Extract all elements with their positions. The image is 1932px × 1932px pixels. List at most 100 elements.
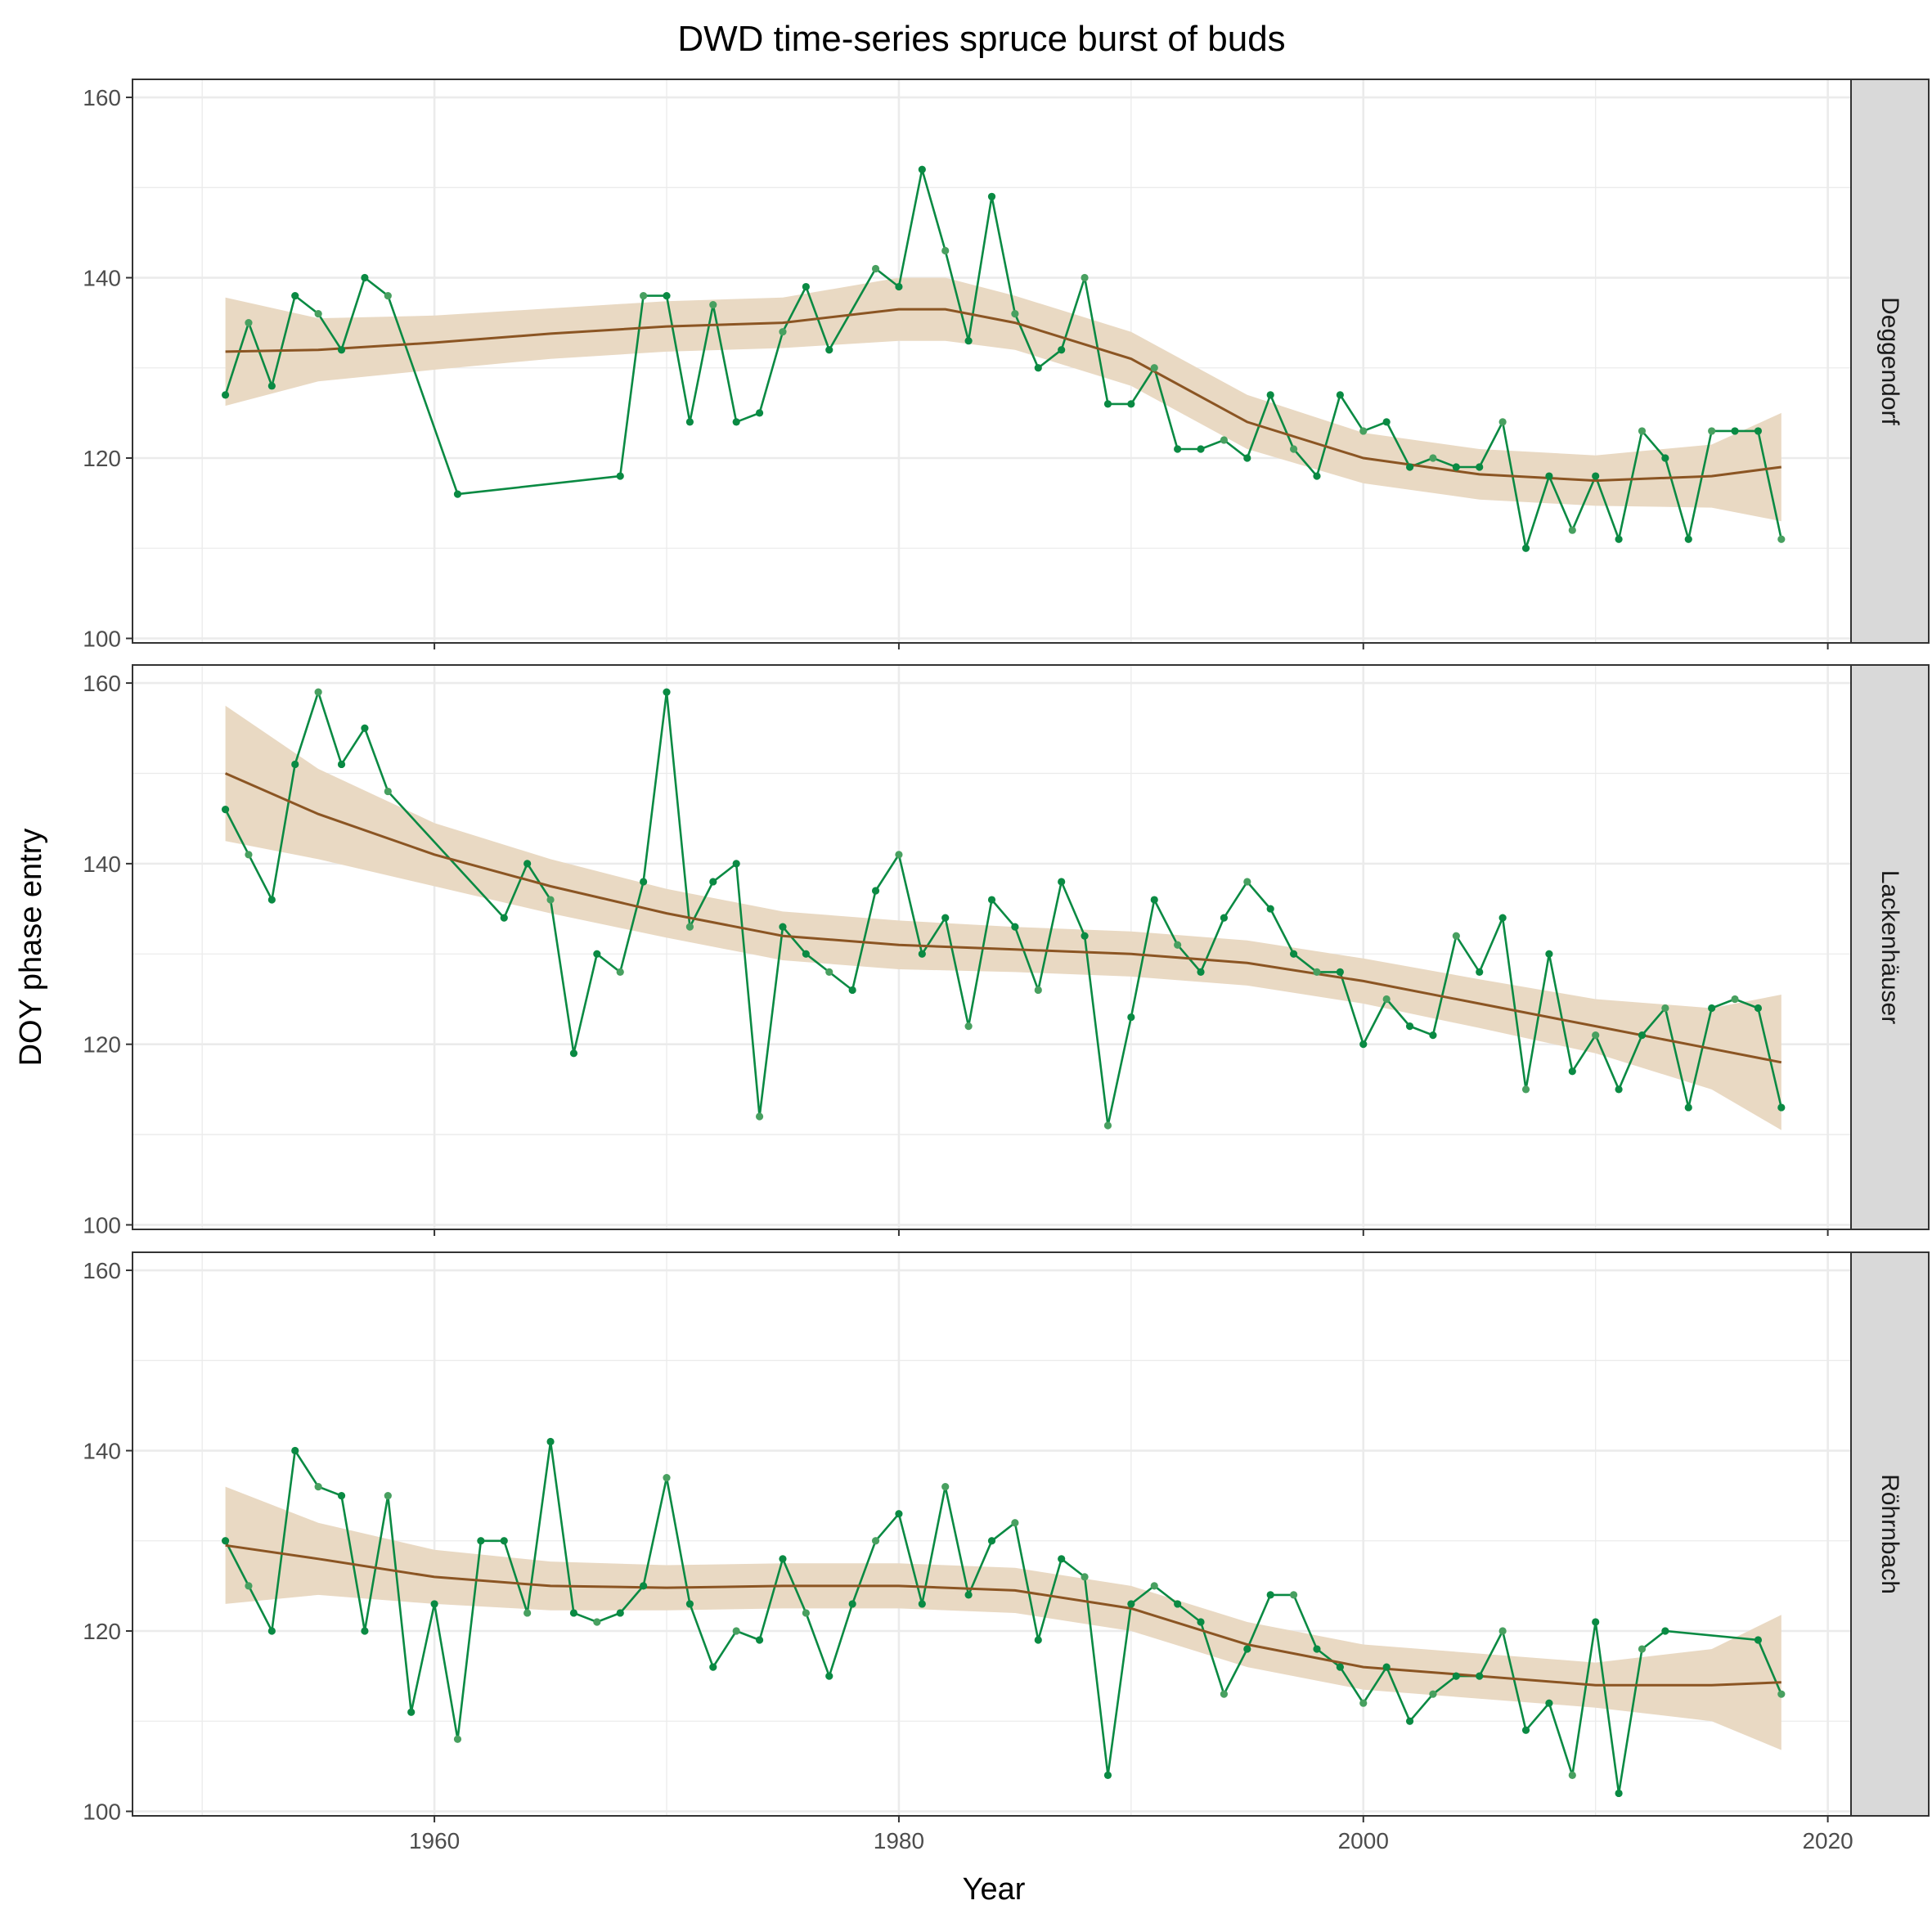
data-point — [1545, 472, 1553, 480]
data-point — [1034, 1636, 1042, 1644]
data-point — [1638, 427, 1647, 435]
data-point — [221, 806, 230, 814]
data-point — [245, 1582, 253, 1590]
data-point — [1405, 1022, 1414, 1031]
data-point — [918, 950, 926, 958]
data-point — [640, 878, 648, 886]
data-point — [1382, 418, 1391, 426]
data-point — [1405, 1717, 1414, 1725]
data-point — [755, 409, 764, 417]
data-point — [1359, 427, 1368, 435]
data-point — [616, 968, 624, 976]
data-point — [685, 418, 694, 426]
data-point — [895, 282, 903, 291]
data-point — [1568, 526, 1576, 534]
facet-strip — [1850, 664, 1930, 1230]
facet-strip-label: Röhrnbach — [1876, 1474, 1903, 1594]
data-point — [337, 760, 346, 769]
data-point — [987, 896, 996, 904]
data-point — [1615, 1789, 1623, 1798]
data-point — [245, 851, 253, 859]
data-point — [732, 860, 740, 868]
data-point — [1266, 1591, 1274, 1599]
data-point — [1058, 346, 1066, 354]
data-point — [1731, 427, 1739, 435]
data-point — [267, 896, 276, 904]
data-point — [987, 192, 996, 200]
data-point — [1336, 391, 1344, 399]
data-point — [546, 1437, 555, 1446]
data-point — [1684, 535, 1692, 543]
facet-strip — [1850, 79, 1930, 644]
data-point — [1452, 463, 1460, 471]
data-point — [1731, 995, 1739, 1004]
smooth-line — [225, 1543, 1781, 1687]
data-point — [1313, 472, 1321, 480]
data-point — [1754, 1004, 1763, 1013]
data-point — [802, 950, 810, 958]
y-tick-label: 140 — [83, 266, 121, 291]
data-point — [941, 1483, 950, 1491]
data-point — [640, 1582, 648, 1590]
data-point — [825, 346, 833, 354]
y-tick-label: 120 — [83, 1619, 121, 1644]
data-point — [1150, 364, 1158, 372]
data-point — [1220, 1690, 1229, 1698]
data-point — [407, 1708, 416, 1716]
smooth-ribbon — [225, 277, 1781, 522]
y-tick-label: 140 — [83, 851, 121, 877]
data-point — [1452, 932, 1460, 940]
data-point — [1103, 1121, 1112, 1130]
data-point — [1081, 1573, 1089, 1581]
data-point — [1289, 1591, 1298, 1599]
data-point — [1777, 1690, 1786, 1698]
data-point — [1289, 445, 1298, 453]
data-point — [1313, 968, 1321, 976]
data-point — [384, 291, 392, 300]
data-point — [1103, 400, 1112, 408]
data-point — [802, 282, 810, 291]
data-point — [1034, 364, 1042, 372]
data-point — [1521, 544, 1530, 552]
y-tick-label: 100 — [83, 1799, 121, 1824]
data-point — [1081, 273, 1089, 282]
facet-strip — [1850, 1251, 1930, 1817]
data-point — [1592, 1031, 1600, 1040]
data-point — [1754, 427, 1763, 435]
x-tick-label: 2000 — [1338, 1828, 1389, 1853]
smooth-ribbon — [225, 1486, 1781, 1750]
data-point — [1266, 391, 1274, 399]
data-point — [1243, 1645, 1251, 1653]
data-point — [1708, 1004, 1716, 1013]
data-point — [1197, 968, 1205, 976]
y-tick-label: 140 — [83, 1439, 121, 1464]
data-point — [1220, 914, 1229, 922]
data-point — [1476, 1672, 1484, 1680]
data-point — [1452, 1672, 1460, 1680]
data-point — [895, 1510, 903, 1518]
data-point — [1174, 1600, 1182, 1608]
series-line — [224, 688, 1783, 1126]
data-point — [1174, 941, 1182, 949]
data-point — [593, 1618, 601, 1626]
data-point — [1754, 1636, 1763, 1644]
data-point — [1615, 1085, 1623, 1094]
data-point — [1058, 1555, 1066, 1563]
data-point — [291, 760, 299, 769]
data-point — [709, 878, 717, 886]
data-point — [1011, 923, 1019, 931]
data-point — [779, 1555, 787, 1563]
data-point — [337, 1492, 346, 1500]
data-point — [1545, 950, 1553, 958]
data-point — [1429, 1031, 1437, 1040]
data-point — [1127, 1600, 1135, 1608]
data-point — [245, 319, 253, 327]
y-tick-label: 160 — [83, 671, 121, 696]
data-point — [941, 246, 950, 255]
data-point — [1058, 878, 1066, 886]
data-point — [663, 291, 671, 300]
data-point — [1429, 1690, 1437, 1698]
data-point — [314, 1483, 322, 1491]
y-tick-label: 120 — [83, 446, 121, 471]
